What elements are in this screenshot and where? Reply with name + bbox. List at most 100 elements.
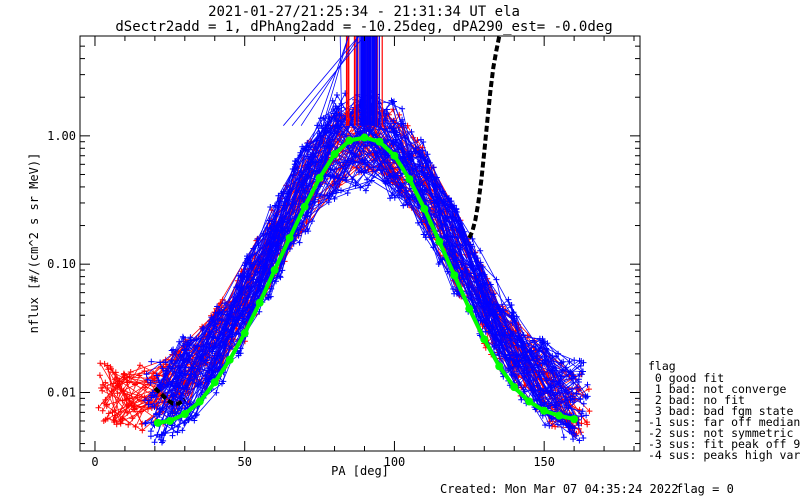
red-trace-point — [126, 402, 133, 409]
green-fit-point — [255, 298, 264, 307]
y-tick-label: 1.00 — [47, 129, 76, 143]
legend-item: 0 good fit — [648, 371, 724, 385]
red-trace-point — [586, 408, 593, 415]
blue-trace-point — [386, 173, 393, 180]
blue-trace-point — [169, 432, 176, 439]
blue-trace-point — [576, 371, 583, 378]
blue-trace-point — [151, 439, 158, 446]
blue-trace-point — [430, 244, 437, 251]
blue-trace-point — [234, 284, 241, 290]
blue-trace-point — [368, 177, 375, 184]
blue-trace-point — [430, 164, 437, 171]
blue-trace-point — [222, 300, 228, 307]
blue-trace-line — [160, 141, 574, 440]
blue-trace-point — [170, 346, 177, 353]
green-fit-point — [345, 136, 354, 145]
red-trace-point — [98, 385, 105, 391]
blue-trace-point — [455, 218, 462, 224]
blue-trace-point — [514, 368, 521, 375]
blue-trace-point — [416, 151, 423, 158]
blue-trace-point — [273, 246, 280, 253]
blue-trace-point — [207, 318, 213, 325]
red-trace-point — [125, 421, 132, 428]
blue-trace-point — [298, 179, 305, 186]
blue-trace-point — [151, 404, 158, 410]
green-fit-point — [315, 173, 324, 182]
blue-trace-point — [567, 396, 574, 403]
red-trace-point — [117, 420, 124, 427]
green-fit-point — [300, 202, 309, 211]
blue-trace-point — [576, 437, 583, 444]
blue-trace-point — [362, 187, 369, 194]
blue-trace-point — [417, 136, 424, 143]
blue-trace-point — [164, 389, 171, 396]
blue-trace-point — [478, 314, 484, 321]
blue-trace-point — [169, 393, 176, 400]
peak-fan-line — [283, 36, 360, 126]
blue-trace-point — [392, 175, 399, 181]
blue-trace-point — [304, 213, 311, 220]
blue-trace-point — [540, 389, 547, 396]
blue-trace-point — [342, 174, 349, 181]
red-trace-point — [111, 376, 118, 383]
red-trace-point — [132, 381, 138, 388]
blue-trace-point — [576, 357, 583, 364]
blue-trace-point — [324, 192, 331, 199]
blue-trace-point — [446, 218, 452, 225]
blue-trace-point — [153, 411, 160, 418]
red-trace-point — [121, 374, 128, 380]
green-fit-point — [285, 233, 294, 242]
blue-trace-point — [419, 147, 426, 154]
legend-item: 2 bad: no fit — [648, 393, 745, 407]
red-trace-point — [101, 360, 108, 367]
blue-trace-point — [485, 328, 492, 335]
blue-trace-point — [159, 439, 165, 446]
red-trace-point — [137, 362, 143, 369]
blue-trace-point — [179, 385, 186, 392]
blue-trace-point — [168, 347, 175, 354]
blue-trace-point — [365, 182, 372, 189]
blue-trace-point — [295, 232, 302, 239]
red-trace-point — [104, 415, 111, 422]
blue-trace-point — [388, 97, 395, 104]
blue-trace-point — [408, 128, 415, 135]
blue-trace-point — [180, 357, 187, 364]
green-fit-point — [420, 204, 429, 213]
blue-trace-point — [424, 151, 431, 158]
chart-title-line2: dSectr2add = 1, dPhAng2add = -10.25deg, … — [115, 19, 612, 35]
blue-trace-point — [309, 218, 315, 225]
blue-trace-point — [483, 312, 490, 319]
blue-trace-point — [580, 359, 587, 366]
blue-trace-point — [390, 117, 397, 124]
blue-trace-point — [514, 342, 521, 349]
red-trace-point — [142, 384, 149, 391]
axis-layer: 0 50 100 150 0.01 0.10 1.00 — [47, 35, 641, 469]
blue-trace-point — [181, 419, 188, 426]
blue-trace-point — [567, 369, 574, 376]
blue-trace-point — [491, 309, 498, 316]
blue-trace-point — [245, 312, 252, 319]
red-trace-point — [96, 372, 103, 379]
blue-trace-point — [381, 178, 388, 185]
blue-trace-point — [203, 357, 210, 364]
blue-trace-point — [560, 421, 567, 428]
red-trace-point — [120, 370, 127, 377]
blue-trace-point — [543, 377, 550, 384]
blue-trace-point — [157, 436, 164, 443]
blue-trace-point — [179, 427, 186, 434]
blue-trace-point — [422, 234, 429, 241]
blue-trace-point — [560, 434, 567, 441]
blue-trace-point — [409, 166, 416, 173]
blue-trace-point — [327, 173, 334, 180]
blue-trace-point — [570, 373, 577, 380]
red-trace-point — [584, 421, 591, 428]
blue-trace-point — [186, 401, 193, 408]
blue-trace-point — [308, 156, 315, 163]
x-tick-label: 0 — [91, 455, 98, 469]
blue-trace-point — [452, 248, 459, 255]
legend-item: -4 sus: peaks high var — [648, 448, 800, 462]
blue-trace-point — [454, 290, 460, 297]
blue-trace-point — [189, 415, 196, 422]
blue-trace-point — [180, 342, 187, 349]
